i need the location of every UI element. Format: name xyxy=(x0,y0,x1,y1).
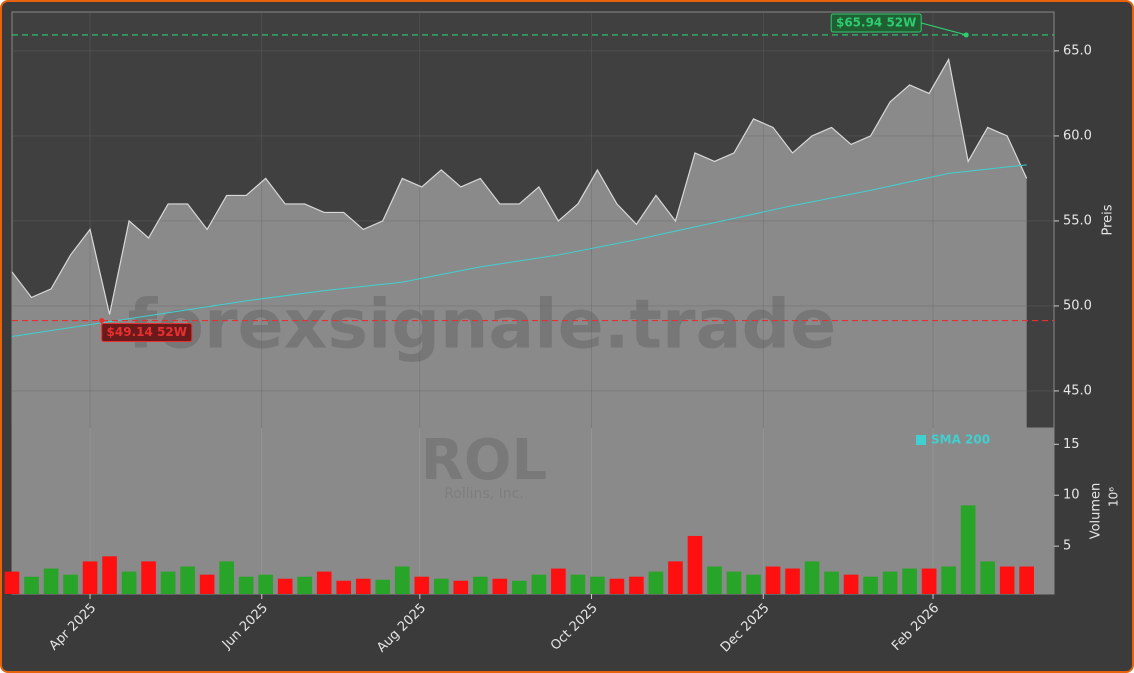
volume-bar xyxy=(882,571,898,594)
annotation-arrow xyxy=(921,22,967,36)
price-area xyxy=(12,59,1027,428)
volume-bar xyxy=(863,576,878,594)
volume-bar xyxy=(843,574,859,594)
volume-bar xyxy=(355,578,371,594)
volume-bar xyxy=(160,571,176,594)
x-tick-label: Jun 2025 xyxy=(219,601,271,653)
volume-bar xyxy=(180,566,195,594)
x-tick-label: Dec 2025 xyxy=(718,601,773,656)
y-tick-label: 65.0 xyxy=(1063,43,1092,58)
volume-bar xyxy=(24,576,39,594)
volume-bar xyxy=(4,571,20,594)
volume-bar xyxy=(492,578,508,594)
volume-bar xyxy=(921,568,937,594)
x-tick-label: Aug 2025 xyxy=(374,601,429,656)
volume-bar xyxy=(746,574,761,594)
volume-bar xyxy=(609,578,625,594)
volume-bar xyxy=(43,568,59,594)
volume-bar xyxy=(999,566,1015,594)
y2-tick-label: 15 xyxy=(1063,437,1080,452)
legend-swatch xyxy=(916,435,926,445)
volume-bar xyxy=(453,580,469,594)
volume-bar xyxy=(1019,566,1034,594)
y-tick-label: 45.0 xyxy=(1063,383,1092,398)
volume-bar xyxy=(629,576,644,594)
volume-bar xyxy=(941,566,956,594)
volume-bar xyxy=(726,571,742,594)
volume-bar xyxy=(336,580,352,594)
annotation-arrowhead xyxy=(963,32,969,38)
volume-bar xyxy=(219,561,234,594)
y2-tick-label: 10 xyxy=(1063,488,1080,503)
annotation-box xyxy=(830,13,922,33)
volume-bar xyxy=(804,561,820,594)
volume-bar xyxy=(590,576,605,594)
volume-bar xyxy=(199,574,215,594)
volume-bar xyxy=(824,571,839,594)
annotation-label: $65.94 52W xyxy=(836,15,916,29)
volume-bar xyxy=(277,578,293,594)
volume-bar xyxy=(102,556,117,594)
watermark-symbol: ROL xyxy=(421,428,547,493)
volume-bar xyxy=(687,535,703,594)
volume-bar xyxy=(414,576,430,594)
y-axis-label: Preis xyxy=(1101,204,1116,235)
sma-line xyxy=(11,164,1027,338)
annotation-arrowhead xyxy=(99,318,105,324)
volume-bar xyxy=(121,571,137,594)
watermark: forexsignale.trade xyxy=(128,286,837,365)
x-tick-label: Oct 2025 xyxy=(548,601,601,654)
volume-bar xyxy=(375,579,391,594)
annotation-label: $49.14 52W xyxy=(107,325,187,339)
volume-bar xyxy=(980,561,995,594)
x-tick-label: Apr 2025 xyxy=(47,601,100,654)
volume-bar xyxy=(785,568,800,594)
volume-bar xyxy=(512,580,527,594)
x-tick-label: Feb 2026 xyxy=(889,601,942,654)
watermark-company: Rollins, Inc. xyxy=(444,486,524,502)
volume-bar xyxy=(531,574,547,594)
volume-bar xyxy=(238,576,254,594)
price-line xyxy=(11,57,1028,315)
volume-bar xyxy=(707,566,722,594)
volume-bar xyxy=(570,574,586,594)
volume-bar xyxy=(765,566,781,594)
volume-bar xyxy=(551,568,566,594)
volume-bar xyxy=(960,505,976,594)
volume-bar xyxy=(82,561,98,594)
y-tick-label: 50.0 xyxy=(1063,298,1092,313)
y-tick-label: 55.0 xyxy=(1063,213,1092,228)
legend-label: SMA 200 xyxy=(931,433,990,447)
volume-bar xyxy=(648,571,664,594)
y2-axis-label: Volumen xyxy=(1089,483,1104,540)
volume-bar xyxy=(668,561,683,594)
volume-panel xyxy=(11,427,1055,595)
volume-bar xyxy=(902,568,917,594)
volume-bar xyxy=(63,574,78,594)
volume-bar xyxy=(297,576,313,594)
volume-bar xyxy=(472,576,488,594)
y-tick-label: 60.0 xyxy=(1063,128,1092,143)
y2-tick-label: 5 xyxy=(1063,539,1071,554)
annotation-box xyxy=(101,323,193,343)
volume-bar xyxy=(316,571,332,594)
y2-axis-unit: 10⁶ xyxy=(1107,487,1121,507)
volume-bar xyxy=(394,566,410,594)
volume-bar xyxy=(433,578,449,594)
volume-bar xyxy=(141,561,156,594)
volume-bar xyxy=(258,574,273,594)
